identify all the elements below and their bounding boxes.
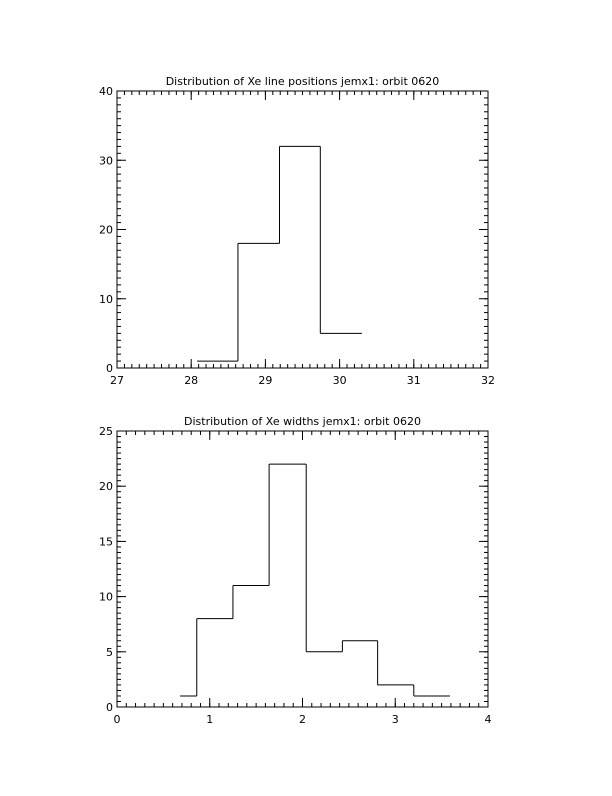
x-tick-label: 1	[206, 713, 213, 726]
plot-frame	[116, 90, 489, 369]
x-tick-label: 0	[114, 713, 121, 726]
y-tick-label: 10	[99, 591, 113, 604]
x-tick-label: 28	[184, 374, 198, 387]
x-tick-label: 29	[258, 374, 272, 387]
y-tick-label: 10	[99, 293, 113, 306]
x-tick-label: 30	[333, 374, 347, 387]
y-tick-label: 15	[99, 535, 113, 548]
chart-title: Distribution of Xe widths jemx1: orbit 0…	[184, 415, 421, 428]
x-tick-label: 32	[481, 374, 495, 387]
y-tick-label: 25	[99, 425, 113, 438]
chart-title: Distribution of Xe line positions jemx1:…	[166, 75, 440, 88]
y-tick-label: 5	[106, 646, 113, 659]
y-tick-label: 40	[99, 85, 113, 98]
x-tick-label: 31	[407, 374, 421, 387]
y-tick-label: 0	[106, 362, 113, 375]
y-tick-label: 20	[99, 224, 113, 237]
y-tick-label: 0	[106, 701, 113, 714]
x-tick-label: 4	[485, 713, 492, 726]
plot-frame	[116, 430, 489, 708]
x-tick-label: 27	[110, 374, 124, 387]
x-tick-label: 3	[392, 713, 399, 726]
y-tick-label: 30	[99, 154, 113, 167]
x-tick-label: 2	[299, 713, 306, 726]
y-tick-label: 20	[99, 480, 113, 493]
